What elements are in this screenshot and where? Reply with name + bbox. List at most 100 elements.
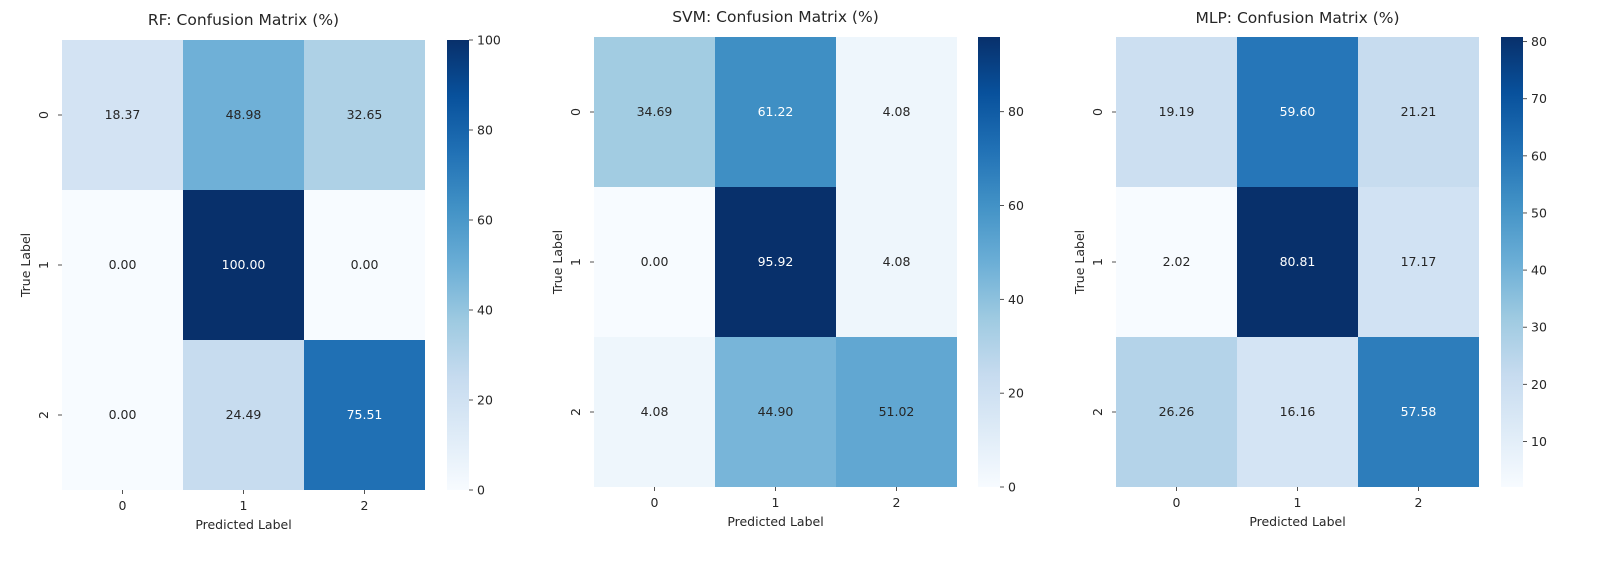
colorbar-tick-label: 80 <box>1008 104 1024 119</box>
y-tick-label: 1 <box>1090 258 1105 266</box>
heatmap-cell <box>1237 337 1358 487</box>
x-tick-label: 1 <box>240 498 248 513</box>
cell-value-label: 61.22 <box>758 104 794 119</box>
heatmap-cell <box>836 337 957 487</box>
cell-value-label: 34.69 <box>637 104 673 119</box>
heatmap-cell <box>715 37 836 187</box>
cell-value-label: 4.08 <box>883 254 911 269</box>
cell-value-label: 51.02 <box>879 404 915 419</box>
heatmap-cell <box>1237 187 1358 337</box>
cell-value-label: 32.65 <box>347 107 383 122</box>
cell-value-label: 18.37 <box>105 107 141 122</box>
y-tick-label: 1 <box>568 258 583 266</box>
cell-value-label: 17.17 <box>1401 254 1437 269</box>
cell-value-label: 57.58 <box>1401 404 1437 419</box>
colorbar-tick-label: 10 <box>1531 434 1547 449</box>
heatmap-cell <box>1358 37 1479 187</box>
x-axis-label: Predicted Label <box>1249 514 1345 529</box>
colorbar-tick-label: 40 <box>1008 292 1024 307</box>
y-axis-label: True Label <box>1072 230 1087 295</box>
cell-value-label: 21.21 <box>1401 104 1437 119</box>
cell-value-label: 19.19 <box>1159 104 1195 119</box>
colorbar <box>447 40 469 490</box>
y-tick-label: 0 <box>36 111 51 119</box>
heatmap-cell <box>594 37 715 187</box>
cell-value-label: 2.02 <box>1163 254 1191 269</box>
heatmap-cell <box>304 340 425 490</box>
y-tick-label: 2 <box>568 408 583 416</box>
cell-value-label: 0.00 <box>351 257 379 272</box>
heatmap-panel-0: 18.37 48.98 32.65 0.00 100.00 0.00 0.00 24.49 75… <box>18 11 501 532</box>
cell-value-label: 0.00 <box>109 257 137 272</box>
cell-value-label: 100.00 <box>222 257 266 272</box>
x-tick-label: 0 <box>119 498 127 513</box>
heatmap-panel-1: 34.69 61.22 4.08 0.00 95.92 4.08 4.08 44.90 51.0… <box>550 8 1024 529</box>
heatmap-cell <box>836 187 957 337</box>
heatmap-cell <box>1237 37 1358 187</box>
colorbar-tick-label: 60 <box>1008 198 1024 213</box>
heatmap-cell <box>304 190 425 340</box>
cell-value-label: 95.92 <box>758 254 794 269</box>
x-tick-label: 0 <box>1173 495 1181 510</box>
x-tick-label: 2 <box>893 495 901 510</box>
heatmap-cell <box>715 337 836 487</box>
cell-value-label: 16.16 <box>1280 404 1316 419</box>
cell-value-label: 24.49 <box>226 407 262 422</box>
heatmap-cell <box>836 37 957 187</box>
cell-value-label: 0.00 <box>109 407 137 422</box>
cell-value-label: 4.08 <box>883 104 911 119</box>
colorbar-tick-label: 20 <box>1531 377 1547 392</box>
colorbar-tick-label: 100 <box>477 33 501 48</box>
x-tick-label: 1 <box>1294 495 1302 510</box>
chart-title: SVM: Confusion Matrix (%) <box>672 8 879 26</box>
colorbar <box>1501 37 1523 487</box>
heatmap-cell <box>62 190 183 340</box>
x-axis-label: Predicted Label <box>727 514 823 529</box>
colorbar-tick-label: 40 <box>1531 263 1547 278</box>
heatmap-panel-2: 19.19 59.60 21.21 2.02 80.81 17.17 26.26 16.16 5… <box>1072 9 1547 529</box>
cell-value-label: 48.98 <box>226 107 262 122</box>
heatmap-cell <box>1116 37 1237 187</box>
heatmap-cell <box>1116 337 1237 487</box>
heatmap-cell <box>183 340 304 490</box>
heatmap-cell <box>62 40 183 190</box>
x-axis-label: Predicted Label <box>195 517 291 532</box>
heatmap-cell <box>183 190 304 340</box>
colorbar-tick-label: 60 <box>1531 148 1547 163</box>
y-axis-label: True Label <box>550 230 565 295</box>
colorbar-tick-label: 30 <box>1531 320 1547 335</box>
colorbar-tick-label: 80 <box>1531 34 1547 49</box>
heatmap-cell <box>62 340 183 490</box>
cell-value-label: 0.00 <box>641 254 669 269</box>
y-tick-label: 1 <box>36 261 51 269</box>
x-tick-label: 0 <box>651 495 659 510</box>
cell-value-label: 4.08 <box>641 404 669 419</box>
y-tick-label: 0 <box>1090 108 1105 116</box>
cell-value-label: 59.60 <box>1280 104 1316 119</box>
heatmap-cell <box>1116 187 1237 337</box>
x-tick-label: 2 <box>361 498 369 513</box>
chart-title: MLP: Confusion Matrix (%) <box>1195 9 1399 27</box>
colorbar <box>978 37 1000 487</box>
heatmap-cell <box>1358 337 1479 487</box>
colorbar-tick-label: 0 <box>477 483 485 498</box>
heatmap-cell <box>1358 187 1479 337</box>
cell-value-label: 75.51 <box>347 407 383 422</box>
x-tick-label: 1 <box>772 495 780 510</box>
cell-value-label: 44.90 <box>758 404 794 419</box>
heatmap-cell <box>304 40 425 190</box>
cell-value-label: 80.81 <box>1280 254 1316 269</box>
x-tick-label: 2 <box>1415 495 1423 510</box>
heatmap-cell <box>715 187 836 337</box>
y-tick-label: 0 <box>568 108 583 116</box>
heatmap-cell <box>183 40 304 190</box>
colorbar-tick-label: 50 <box>1531 205 1547 220</box>
colorbar-tick-label: 60 <box>477 213 493 228</box>
colorbar-tick-label: 80 <box>477 123 493 138</box>
colorbar-tick-label: 20 <box>1008 386 1024 401</box>
heatmap-cell <box>594 187 715 337</box>
chart-title: RF: Confusion Matrix (%) <box>148 11 339 29</box>
colorbar-tick-label: 0 <box>1008 480 1016 495</box>
colorbar-tick-label: 40 <box>477 303 493 318</box>
